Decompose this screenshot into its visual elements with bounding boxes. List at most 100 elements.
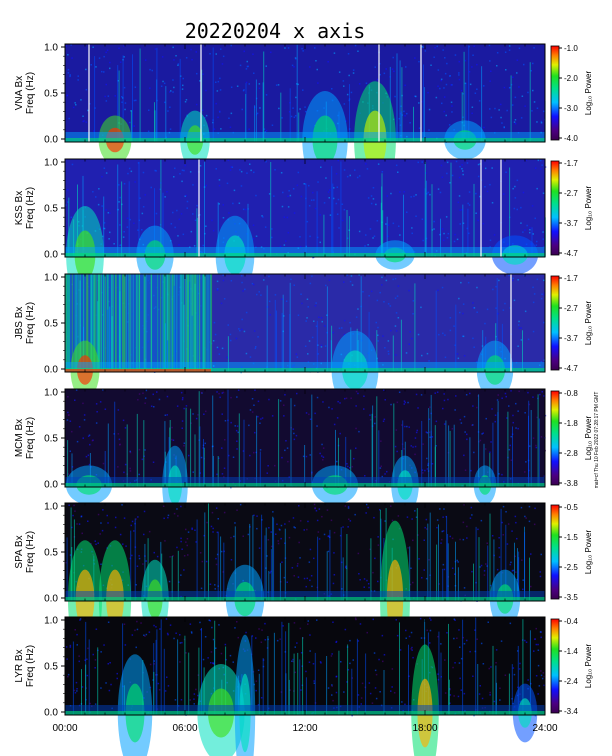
spectral-streak bbox=[376, 396, 378, 487]
spectral-streak bbox=[438, 631, 440, 715]
spectral-streak bbox=[71, 453, 73, 487]
spectral-streak bbox=[505, 524, 507, 601]
spectral-streak bbox=[117, 164, 119, 257]
colorbar-gradient bbox=[550, 45, 560, 141]
spectral-streak bbox=[282, 294, 284, 372]
spectral-streak bbox=[529, 62, 531, 143]
spectral-streak bbox=[317, 536, 319, 601]
spectral-streak bbox=[386, 216, 388, 257]
spectral-streak bbox=[393, 403, 395, 487]
spectral-streak bbox=[107, 423, 109, 487]
spectral-streak bbox=[281, 621, 283, 715]
colorbar-label: Log₁₀ Power bbox=[584, 416, 593, 461]
spectral-streak bbox=[335, 429, 336, 487]
spectral-streak bbox=[143, 420, 145, 487]
spectral-streak bbox=[427, 523, 429, 601]
spectral-streak bbox=[174, 330, 176, 372]
spectral-streak bbox=[348, 216, 350, 257]
spectral-streak bbox=[217, 202, 219, 257]
spectral-streak bbox=[259, 451, 261, 487]
spectral-streak bbox=[495, 665, 497, 715]
spectral-streak bbox=[280, 92, 282, 142]
spectral-streak bbox=[402, 420, 404, 487]
spectral-streak bbox=[522, 330, 523, 372]
spectral-streak bbox=[191, 315, 193, 372]
spectral-streak bbox=[492, 422, 494, 487]
spectral-streak bbox=[347, 644, 349, 715]
spectral-streak bbox=[262, 82, 264, 142]
colorbar-gradient bbox=[550, 390, 560, 486]
y-tick-label: 0.0 bbox=[44, 594, 58, 605]
colorbar-tick-label: -2.7 bbox=[564, 304, 578, 313]
y-axis-label: LYR BxFreq (Hz) bbox=[14, 645, 36, 687]
freq-label: Freq (Hz) bbox=[25, 72, 36, 114]
colorbar: -1.7 -2.7 -3.7 -4.7 Log₁₀ Power bbox=[550, 274, 593, 373]
spectral-streak bbox=[469, 437, 471, 487]
x-tick-label: 06:00 bbox=[172, 723, 197, 734]
spectral-streak bbox=[198, 391, 200, 487]
colorbar-tick-label: -0.4 bbox=[564, 617, 578, 626]
spectral-streak bbox=[156, 47, 158, 142]
x-tick-label: 00:00 bbox=[52, 723, 77, 734]
spectral-streak bbox=[298, 112, 300, 142]
spectral-streak bbox=[85, 664, 87, 715]
spectral-streak bbox=[66, 537, 68, 601]
spectral-streak bbox=[477, 664, 479, 715]
spectral-streak bbox=[537, 394, 539, 487]
spectral-streak bbox=[289, 282, 291, 372]
spectral-streak bbox=[97, 301, 99, 372]
spectral-streak bbox=[184, 635, 186, 715]
station-label: JBS Bx bbox=[14, 307, 25, 340]
spectral-streak bbox=[365, 653, 367, 715]
spectral-streak bbox=[88, 639, 90, 715]
spectral-streak bbox=[434, 446, 436, 487]
spectral-streak bbox=[171, 556, 173, 601]
x-axis: 00:00 06:00 12:00 18:00 24:00 bbox=[52, 723, 557, 734]
spectral-streak bbox=[514, 542, 515, 601]
colorbar-tick-label: -3.8 bbox=[564, 479, 578, 488]
spectral-streak bbox=[487, 545, 489, 601]
spectral-streak bbox=[196, 217, 198, 257]
spectral-streak bbox=[511, 664, 513, 715]
spectral-streak bbox=[114, 401, 116, 487]
y-axis-label: JBS BxFreq (Hz) bbox=[14, 302, 36, 344]
y-tick-label: 0.5 bbox=[44, 319, 58, 330]
colorbar-tick-label: -1.4 bbox=[564, 647, 578, 656]
spectral-streak bbox=[132, 54, 133, 142]
spectral-streak bbox=[414, 283, 416, 372]
spectral-streak bbox=[449, 430, 451, 487]
spectral-streak bbox=[478, 394, 480, 487]
spectral-streak bbox=[400, 319, 402, 372]
spectral-streak bbox=[130, 530, 132, 601]
spectral-streak bbox=[223, 542, 225, 601]
spectral-streak bbox=[440, 652, 442, 715]
spectral-streak bbox=[409, 546, 411, 601]
spectral-streak bbox=[478, 537, 480, 601]
panel-jbs: 0.0 0.5 1.0 JBS BxFreq (Hz) -1.7 -2.7 -3.7 -4.7… bbox=[14, 273, 593, 410]
colorbar: -1.0 -2.0 -3.0 -4.0 Log₁₀ Power bbox=[550, 44, 593, 143]
station-label: LYR Bx bbox=[14, 649, 25, 682]
colorbar-label: Log₁₀ Power bbox=[584, 186, 593, 231]
spectral-streak bbox=[314, 652, 316, 715]
spectral-streak bbox=[204, 161, 205, 257]
spectral-streak bbox=[278, 399, 280, 487]
spectral-streak bbox=[330, 340, 332, 372]
spectral-streak bbox=[276, 310, 277, 372]
spectral-streak bbox=[268, 570, 270, 601]
freq-label: Freq (Hz) bbox=[25, 645, 36, 687]
spectral-streak bbox=[160, 159, 162, 257]
y-tick-label: 1.0 bbox=[44, 273, 58, 284]
spectral-streak bbox=[238, 413, 240, 487]
spectral-streak bbox=[305, 183, 307, 257]
spectral-streak bbox=[416, 508, 418, 601]
spectral-streak bbox=[403, 194, 404, 257]
spectral-streak bbox=[267, 636, 269, 715]
spectral-streak bbox=[518, 557, 520, 601]
spectral-streak bbox=[370, 538, 372, 601]
y-tick-label: 0.0 bbox=[44, 135, 58, 146]
spectral-streak bbox=[68, 197, 70, 257]
colorbar-tick-label: -3.7 bbox=[564, 334, 578, 343]
y-tick-label: 1.0 bbox=[44, 158, 58, 169]
spectral-streak bbox=[413, 106, 414, 142]
spectral-streak bbox=[463, 51, 465, 142]
